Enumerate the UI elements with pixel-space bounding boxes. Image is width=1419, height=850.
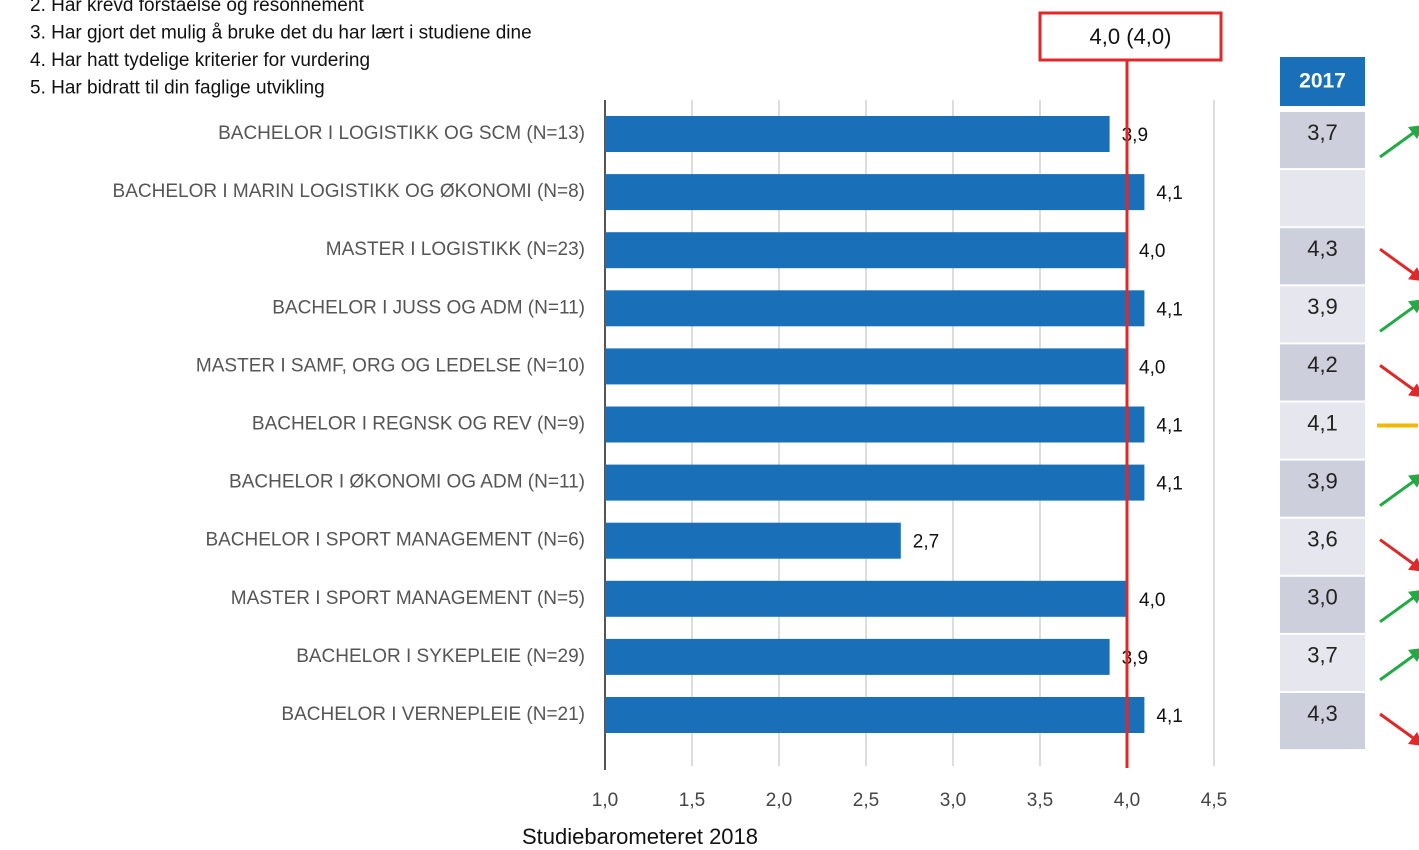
arrow-part <box>1408 557 1419 572</box>
bar <box>605 348 1127 385</box>
bar <box>605 116 1110 152</box>
legend-line: 2. Har krevd forståelse og resonnement <box>30 0 364 16</box>
table-header: 2017 <box>1299 70 1346 93</box>
arrow-part <box>1408 474 1419 488</box>
table-cell <box>1280 460 1365 517</box>
table-header-cell <box>1280 57 1365 106</box>
trend-arrow-down <box>1379 538 1419 572</box>
value-label: 4,1 <box>1156 474 1182 495</box>
arrow-part <box>1408 648 1419 662</box>
trend-arrow-down <box>1379 247 1419 281</box>
bar <box>605 580 1127 617</box>
value-label: 4,1 <box>1156 299 1182 320</box>
arrow-part <box>1379 538 1417 567</box>
bar <box>605 697 1145 733</box>
arrow-part <box>1408 125 1419 139</box>
value-label: 4,1 <box>1156 416 1182 437</box>
table-cell <box>1280 228 1365 285</box>
arrow-part <box>1379 652 1417 682</box>
arrow-part <box>1408 383 1419 397</box>
category-label: BACHELOR I ØKONOMI OG ADM (N=11) <box>229 472 585 493</box>
category-label: BACHELOR I MARIN LOGISTIKK OG ØKONOMI (N… <box>113 181 585 202</box>
table-value: 3,7 <box>1307 120 1338 145</box>
table-value: 3,9 <box>1307 294 1338 319</box>
table-cell <box>1280 286 1365 343</box>
category-label: MASTER I SAMF, ORG OG LEDELSE (N=10) <box>196 355 585 376</box>
bar <box>605 406 1145 443</box>
arrow-part <box>1379 304 1417 333</box>
category-label: BACHELOR I REGNSK OG REV (N=9) <box>252 414 585 435</box>
category-label: MASTER I LOGISTIKK (N=23) <box>326 239 585 260</box>
value-label: 4,1 <box>1156 706 1182 727</box>
arrow-part <box>1379 712 1417 742</box>
bar <box>605 464 1145 501</box>
table-cell <box>1280 576 1365 633</box>
table-value: 3,0 <box>1307 585 1338 610</box>
trend-arrow-up <box>1379 648 1419 682</box>
category-label: MASTER I SPORT MANAGEMENT (N=5) <box>231 588 585 609</box>
legend-line: 5. Har bidratt til din faglige utvikling <box>30 78 325 99</box>
table-value: 3,6 <box>1307 527 1338 552</box>
bar <box>605 522 901 559</box>
trend-arrow-up <box>1379 125 1419 159</box>
arrow-part <box>1379 478 1417 507</box>
bar <box>605 174 1145 211</box>
table-cell <box>1280 402 1365 459</box>
table-cell <box>1280 112 1365 169</box>
x-tick-label: 3,0 <box>940 790 966 811</box>
reference-label: 4,0 (4,0) <box>1090 24 1172 49</box>
x-tick-label: 4,5 <box>1201 790 1227 811</box>
trend-arrow-down <box>1379 364 1419 397</box>
trend-arrow-up <box>1379 474 1419 507</box>
table-value: 3,9 <box>1307 468 1338 493</box>
trend-arrow-down <box>1379 712 1419 746</box>
reference-box <box>1038 11 1223 62</box>
x-tick-label: 4,0 <box>1114 790 1140 811</box>
x-tick-label: 2,0 <box>766 790 792 811</box>
legend-line: 4. Har hatt tydelige kriterier for vurde… <box>30 50 370 71</box>
x-tick-label: 1,5 <box>679 790 705 811</box>
arrow-part <box>1379 129 1417 159</box>
table-cell <box>1280 693 1365 750</box>
x-tick-label: 2,5 <box>853 790 879 811</box>
table-value: 4,3 <box>1307 236 1338 261</box>
value-label: 2,7 <box>913 532 939 553</box>
arrow-part <box>1379 364 1417 393</box>
table-cell <box>1280 518 1365 575</box>
table-cell <box>1280 634 1365 691</box>
category-label: BACHELOR I SYKEPLEIE (N=29) <box>296 646 585 667</box>
arrow-part <box>1379 594 1417 624</box>
table-value: 4,2 <box>1307 352 1338 377</box>
category-label: BACHELOR I SPORT MANAGEMENT (N=6) <box>205 530 585 551</box>
bar <box>605 290 1145 327</box>
table-cell <box>1280 170 1365 227</box>
value-label: 4,0 <box>1139 241 1165 262</box>
arrow-part <box>1408 299 1419 314</box>
table-cell <box>1280 344 1365 401</box>
legend-line: 3. Har gjort det mulig å bruke det du ha… <box>30 23 532 44</box>
arrow-part <box>1379 247 1417 277</box>
x-tick-label: 1,0 <box>592 790 618 811</box>
bar <box>605 638 1110 675</box>
x-axis-label: Studiebarometeret 2018 <box>522 824 758 849</box>
category-label: BACHELOR I JUSS OG ADM (N=11) <box>272 297 585 318</box>
category-label: BACHELOR I LOGISTIKK OG SCM (N=13) <box>218 123 585 144</box>
bar <box>605 232 1127 269</box>
trend-arrow-up <box>1379 299 1419 333</box>
trend-arrow-up <box>1379 590 1419 624</box>
table-value: 3,7 <box>1307 643 1338 668</box>
value-label: 4,0 <box>1139 590 1165 611</box>
arrow-part <box>1408 590 1419 604</box>
table-value: 4,1 <box>1307 410 1338 435</box>
arrow-part <box>1408 267 1419 281</box>
arrow-part <box>1408 732 1419 746</box>
value-label: 4,0 <box>1139 357 1165 378</box>
x-tick-label: 3,5 <box>1027 790 1053 811</box>
value-label: 4,1 <box>1156 183 1182 204</box>
table-value: 4,3 <box>1307 701 1338 726</box>
category-label: BACHELOR I VERNEPLEIE (N=21) <box>281 704 585 725</box>
